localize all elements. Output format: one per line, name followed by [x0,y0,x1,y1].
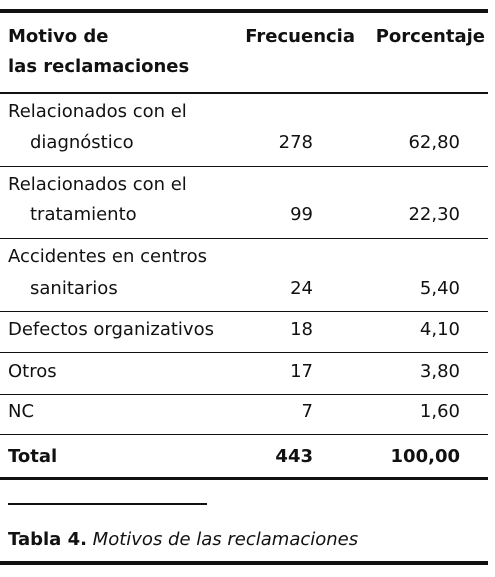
cell-percent: 62,80 [408,132,460,153]
total-rule [0,477,488,480]
row-rule [0,394,488,395]
caption: Tabla 4. Motivos de las reclamaciones [8,531,358,549]
cell-frequency: 7 [301,401,313,422]
cell-percent: 3,80 [419,361,460,382]
row-rule [0,352,488,353]
bottom-rule [0,561,488,565]
row-rule [0,434,488,435]
row-label: Accidentes en centros [8,246,207,267]
cell-frequency: 17 [290,361,313,382]
row-label: Relacionados con el [8,174,187,195]
row-label: Otros [8,361,57,382]
cell-frequency: 99 [290,204,313,225]
header-percent: Porcentaje [375,26,485,47]
row-label: diagnóstico [30,132,134,153]
caption-rule [8,503,207,505]
row-rule [0,311,488,312]
header-label: Motivo de [8,26,109,47]
total-frequency: 443 [275,446,313,467]
row-rule [0,238,488,239]
cell-frequency: 18 [290,319,313,340]
row-label: Relacionados con el [8,101,187,122]
row-label: NC [8,401,35,422]
cell-percent: 1,60 [419,401,460,422]
row-label: sanitarios [30,278,118,299]
row-rule [0,166,488,167]
header-frequency: Frecuencia [245,26,355,47]
caption-label: Tabla 4. [8,529,87,550]
cell-percent: 5,40 [419,278,460,299]
total-percent: 100,00 [390,446,460,467]
cell-frequency: 24 [290,278,313,299]
cell-percent: 4,10 [419,319,460,340]
total-label: Total [8,446,58,467]
header-label: las reclamaciones [8,56,190,77]
caption-text: Motivos de las reclamaciones [92,529,359,550]
row-label: tratamiento [30,204,137,225]
top-rule [0,9,488,13]
header-rule [0,92,488,94]
cell-percent: 22,30 [408,204,460,225]
cell-frequency: 278 [278,132,313,153]
row-label: Defectos organizativos [8,319,214,340]
